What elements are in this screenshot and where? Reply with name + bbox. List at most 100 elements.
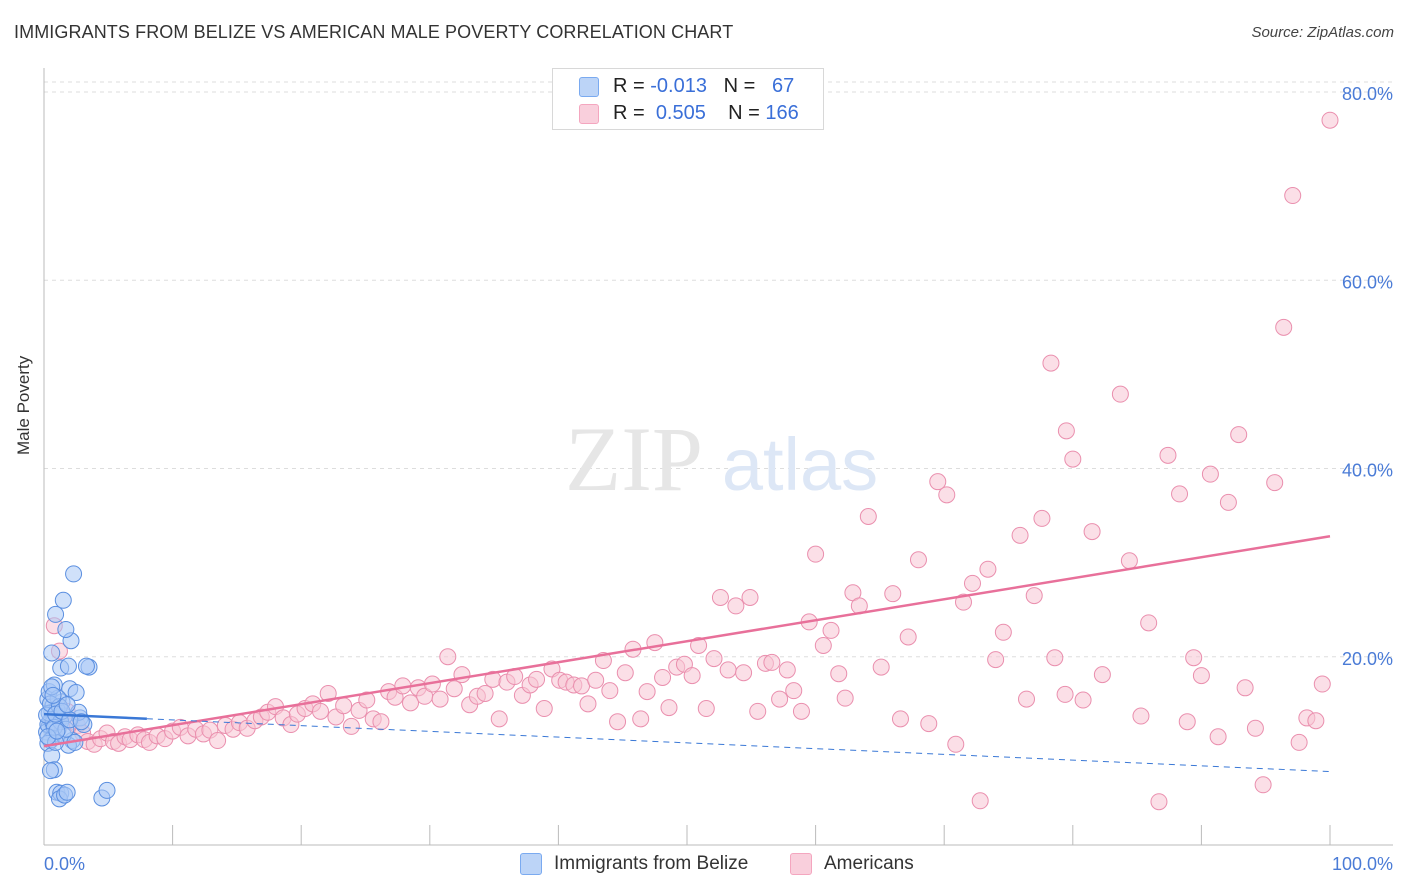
tick-labels: 20.0% 40.0% 60.0% 80.0% 0.0% 100.0%: [44, 84, 1393, 874]
y-tick-label: 40.0%: [1342, 461, 1393, 481]
americans-point: [1064, 450, 1082, 468]
americans-point: [938, 486, 956, 504]
americans-point: [638, 683, 656, 701]
americans-point: [453, 666, 471, 684]
americans-point: [1111, 385, 1129, 403]
americans-point: [727, 597, 745, 615]
americans-point: [1275, 318, 1293, 336]
americans-point: [1018, 690, 1036, 708]
source-credit: Source: ZipAtlas.com: [1251, 24, 1394, 41]
americans-point: [1011, 526, 1029, 544]
americans-trend-line: [43, 535, 1331, 748]
americans-point: [1083, 523, 1101, 541]
americans-point: [1120, 552, 1138, 570]
americans-point: [1230, 426, 1248, 444]
belize-points: [38, 565, 116, 808]
americans-point: [587, 671, 605, 689]
americans-point: [947, 735, 965, 753]
americans-point: [899, 628, 917, 646]
americans-point: [891, 710, 909, 728]
americans-point: [987, 651, 1005, 669]
americans-point: [683, 667, 701, 685]
americans-point: [311, 702, 329, 720]
x-tick-label-min: 0.0%: [44, 854, 85, 874]
belize-point: [44, 686, 62, 704]
belize-point: [43, 644, 61, 662]
americans-point: [632, 710, 650, 728]
americans-point: [705, 650, 723, 668]
americans-point: [836, 689, 854, 707]
americans-point: [342, 717, 360, 735]
axes: [43, 68, 1393, 846]
americans-point: [1093, 666, 1111, 684]
belize-point: [58, 783, 76, 801]
chart-title: IMMIGRANTS FROM BELIZE VS AMERICAN MALE …: [14, 22, 734, 42]
legend-r-label: R =: [613, 102, 645, 124]
legend-label-americans: Americans: [824, 853, 914, 874]
americans-point: [1192, 667, 1210, 685]
legend-n-label: N =: [723, 75, 756, 97]
americans-point: [579, 695, 597, 713]
americans-point: [719, 661, 737, 679]
trend-lines: [43, 535, 1331, 773]
americans-point: [971, 792, 989, 810]
americans-point: [909, 551, 927, 569]
americans-point: [1209, 728, 1227, 746]
americans-point: [814, 636, 832, 654]
americans-point: [778, 661, 796, 679]
americans-point: [402, 694, 420, 712]
correlation-legend: R = -0.013 N = 67 R = 0.505 N = 166: [552, 68, 824, 130]
americans-point: [445, 680, 463, 698]
americans-point: [963, 574, 981, 592]
americans-point: [1266, 474, 1284, 492]
americans-point: [609, 713, 627, 731]
americans-point: [490, 710, 508, 728]
americans-point: [697, 700, 715, 718]
americans-point: [884, 585, 902, 603]
legend-r-label: R =: [613, 75, 645, 97]
americans-point: [920, 715, 938, 733]
americans-point: [807, 545, 825, 563]
americans-point: [476, 684, 494, 702]
americans-point: [439, 648, 457, 666]
americans-point: [1033, 509, 1051, 527]
americans-point: [1219, 493, 1237, 511]
belize-point: [48, 722, 66, 740]
legend-r-value: 0.505: [655, 102, 706, 124]
y-tick-label: 60.0%: [1342, 272, 1393, 292]
belize-point: [67, 684, 85, 702]
x-tick-label-max: 100.0%: [1332, 854, 1393, 874]
americans-point: [431, 690, 449, 708]
americans-point: [771, 690, 789, 708]
americans-point: [209, 732, 227, 750]
legend-n-value: 67: [772, 75, 795, 97]
legend-swatch-belize: [520, 853, 542, 875]
americans-point: [654, 668, 672, 686]
americans-point: [616, 664, 634, 682]
belize-point: [47, 605, 65, 623]
americans-point: [1290, 733, 1308, 751]
americans-point: [1201, 465, 1219, 483]
americans-point: [601, 682, 619, 700]
watermark-atlas: atlas: [722, 423, 878, 506]
americans-point: [1185, 649, 1203, 667]
americans-point: [954, 593, 972, 611]
belize-point: [41, 762, 59, 780]
americans-point: [830, 665, 848, 683]
americans-point: [1171, 485, 1189, 503]
watermark-zip: ZIP: [565, 408, 703, 510]
americans-point: [979, 560, 997, 578]
belize-trend-line-dashed: [146, 718, 1331, 773]
gridlines: [44, 81, 1393, 658]
americans-point: [1307, 712, 1325, 730]
legend-n-label: N =: [728, 102, 760, 124]
belize-point: [59, 657, 77, 675]
americans-point: [573, 677, 591, 695]
belize-point: [58, 696, 76, 714]
americans-point: [994, 623, 1012, 641]
americans-point: [929, 473, 947, 491]
americans-point: [372, 713, 390, 731]
americans-point: [785, 682, 803, 700]
americans-point: [763, 653, 781, 671]
americans-point: [1057, 422, 1075, 440]
